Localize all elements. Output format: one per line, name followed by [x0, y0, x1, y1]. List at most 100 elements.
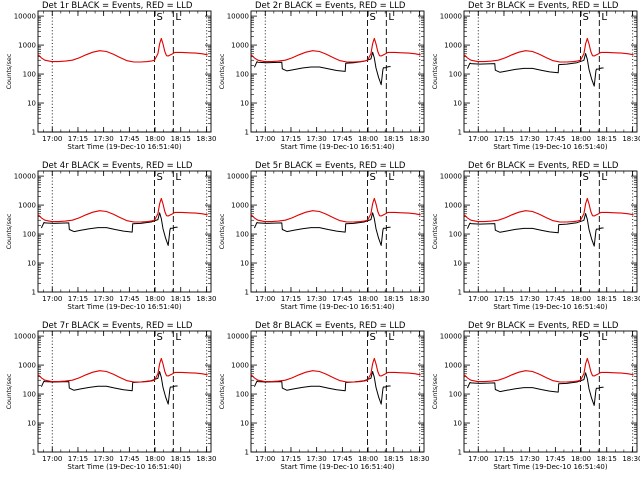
x-tick-label: 17:45 — [332, 135, 352, 143]
x-tick-label: 18:15 — [597, 455, 617, 463]
y-tick-label: 1000 — [231, 42, 249, 50]
y-tick-label: 10 — [27, 260, 36, 268]
y-tick-label: 1000 — [18, 42, 36, 50]
time-marker-label: S — [369, 172, 375, 183]
events-series-line — [253, 212, 391, 246]
y-tick-label: 1000 — [18, 202, 36, 210]
y-tick-label: 10000 — [440, 333, 462, 341]
y-tick-label: 1 — [32, 289, 36, 297]
panel-title: Det 2r BLACK = Events, RED = LLD — [255, 1, 406, 11]
x-tick-label: 18:30 — [622, 295, 640, 303]
plot-frame — [250, 10, 425, 133]
time-marker-label: L — [175, 172, 181, 183]
x-tick-label: 17:15 — [68, 135, 88, 143]
y-tick-label: 1 — [458, 289, 462, 297]
x-tick-label: 18:15 — [171, 135, 191, 143]
x-tick-label: 18:00 — [571, 295, 591, 303]
lld-series-line — [463, 37, 634, 63]
y-tick-label: 100 — [23, 231, 36, 239]
x-tick-label: 18:00 — [358, 455, 378, 463]
y-tick-label: 100 — [449, 71, 462, 79]
x-tick-label: 17:45 — [545, 455, 565, 463]
panel-title: Det 3r BLACK = Events, RED = LLD — [468, 1, 619, 11]
y-tick-label: 10000 — [227, 173, 249, 181]
x-tick-label: 17:45 — [545, 295, 565, 303]
y-tick-label: 100 — [449, 391, 462, 399]
lld-series-line — [37, 197, 208, 223]
plot-frame — [250, 330, 425, 453]
x-tick-label: 17:00 — [255, 135, 275, 143]
time-marker-label: L — [175, 332, 181, 343]
y-tick-label: 1000 — [231, 362, 249, 370]
events-series-line — [253, 371, 391, 405]
time-marker-label: S — [156, 332, 162, 343]
x-axis-label: Start Time (19-Dec-10 16:51:40) — [493, 463, 607, 471]
x-tick-label: 17:15 — [68, 295, 88, 303]
x-tick-label: 17:00 — [468, 455, 488, 463]
x-tick-label: 17:45 — [119, 135, 139, 143]
y-axis-label: Counts/sec — [431, 373, 439, 409]
x-tick-label: 17:45 — [332, 455, 352, 463]
x-tick-label: 17:30 — [307, 135, 327, 143]
x-tick-label: 17:30 — [94, 295, 114, 303]
x-tick-label: 17:00 — [255, 455, 275, 463]
y-tick-label: 10000 — [14, 173, 36, 181]
x-axis-label: Start Time (19-Dec-10 16:51:40) — [67, 303, 181, 311]
y-tick-label: 100 — [236, 231, 249, 239]
x-tick-label: 17:15 — [281, 135, 301, 143]
x-tick-label: 17:15 — [494, 455, 514, 463]
y-axis-label: Counts/sec — [5, 213, 13, 249]
events-series-line — [466, 213, 604, 247]
lld-series-line — [250, 197, 421, 223]
y-tick-label: 100 — [449, 231, 462, 239]
y-tick-label: 1 — [245, 289, 249, 297]
x-tick-label: 17:45 — [332, 295, 352, 303]
time-marker-label: S — [582, 332, 588, 343]
time-marker-label: S — [369, 332, 375, 343]
y-tick-label: 10000 — [440, 13, 462, 21]
x-tick-label: 17:30 — [520, 295, 540, 303]
x-tick-label: 17:00 — [468, 135, 488, 143]
time-marker-label: S — [156, 172, 162, 183]
events-series-line — [40, 212, 178, 246]
detector-panel-4: Det 4r BLACK = Events, RED = LLD 1 10 100 10… — [5, 161, 217, 311]
x-axis-label: Start Time (19-Dec-10 16:51:40) — [280, 143, 394, 151]
x-axis-label: Start Time (19-Dec-10 16:51:40) — [67, 143, 181, 151]
panel-title: Det 8r BLACK = Events, RED = LLD — [255, 321, 406, 331]
x-tick-label: 17:15 — [494, 295, 514, 303]
panel-title: Det 1r BLACK = Events, RED = LLD — [42, 1, 193, 11]
x-tick-label: 17:15 — [281, 455, 301, 463]
x-axis-label: Start Time (19-Dec-10 16:51:40) — [493, 303, 607, 311]
lld-series-line — [463, 357, 634, 383]
y-tick-label: 1 — [32, 449, 36, 457]
panel-title: Det 6r BLACK = Events, RED = LLD — [468, 161, 619, 171]
lld-series-line — [37, 357, 208, 383]
x-tick-label: 17:15 — [494, 135, 514, 143]
x-tick-label: 17:30 — [307, 295, 327, 303]
x-tick-label: 18:30 — [196, 135, 216, 143]
y-tick-label: 10 — [453, 420, 462, 428]
y-tick-label: 1000 — [444, 202, 462, 210]
x-tick-label: 18:30 — [196, 455, 216, 463]
x-tick-label: 17:30 — [520, 455, 540, 463]
plot-frame — [250, 170, 425, 293]
x-axis-label: Start Time (19-Dec-10 16:51:40) — [280, 303, 394, 311]
time-marker-label: L — [601, 12, 607, 23]
y-tick-label: 10 — [240, 260, 249, 268]
x-tick-label: 17:00 — [255, 295, 275, 303]
y-tick-label: 100 — [236, 71, 249, 79]
plot-frame — [37, 330, 212, 453]
detector-panel-8: Det 8r BLACK = Events, RED = LLD 1 10 100 10… — [218, 321, 430, 471]
detector-panel-2: Det 2r BLACK = Events, RED = LLD 1 10 100 10… — [218, 1, 430, 151]
time-marker-label: S — [156, 12, 162, 23]
panel-title: Det 4r BLACK = Events, RED = LLD — [42, 161, 193, 171]
x-tick-label: 18:30 — [622, 455, 640, 463]
y-tick-label: 10 — [27, 100, 36, 108]
x-tick-label: 17:30 — [307, 455, 327, 463]
x-axis-label: Start Time (19-Dec-10 16:51:40) — [280, 463, 394, 471]
x-axis-label: Start Time (19-Dec-10 16:51:40) — [493, 143, 607, 151]
x-tick-label: 18:15 — [597, 135, 617, 143]
x-tick-label: 18:00 — [358, 135, 378, 143]
time-marker-label: S — [582, 12, 588, 23]
